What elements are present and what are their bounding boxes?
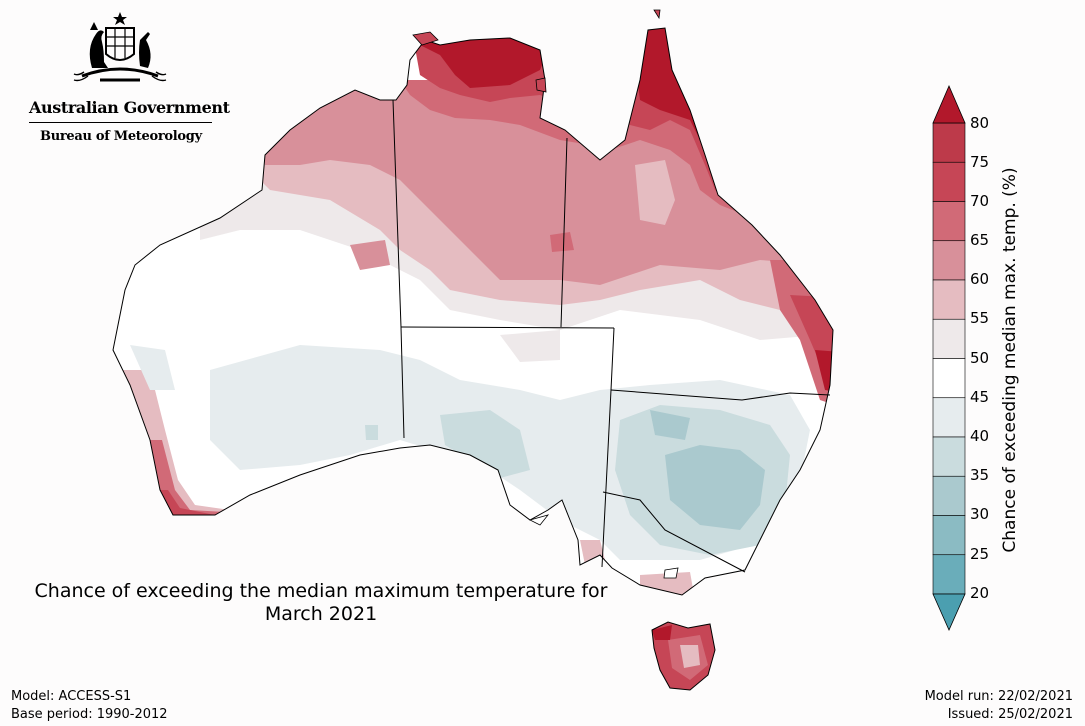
colorbar-bin [932, 475, 966, 516]
colorbar-bin [932, 161, 966, 202]
colorbar-bin [932, 122, 966, 163]
tick-label-70: 70 [970, 192, 990, 210]
tick-label-30: 30 [970, 505, 990, 523]
tick-label-20: 20 [970, 584, 990, 602]
colorbar-bin [932, 436, 966, 477]
colorbar-bin [932, 240, 966, 281]
tick-label-25: 25 [970, 545, 990, 563]
colorbar-bin [932, 201, 966, 242]
agency-name: Bureau of Meteorology [40, 129, 202, 144]
government-name: Australian Government [29, 98, 230, 117]
colorbar-bin [932, 279, 966, 320]
colorbar-bin [932, 515, 966, 556]
tick-label-50: 50 [970, 349, 990, 367]
base-period: Base period: 1990-2012 [11, 707, 168, 722]
map-title-line2: March 2021 [264, 603, 378, 625]
colorbar-bin [932, 358, 966, 399]
colorbar [932, 84, 966, 631]
colorbar-upper-extend [932, 84, 966, 124]
colorbar-bin [932, 554, 966, 595]
tick-label-55: 55 [970, 309, 990, 327]
bom-logo: Australian Government Bureau of Meteorol… [22, 10, 230, 144]
logo-divider [29, 122, 212, 123]
map-title-line1: Chance of exceeding the median maximum t… [34, 580, 608, 602]
model-run-date: Model run: 22/02/2021 [924, 689, 1073, 704]
colorbar-label: Chance of exceeding median max. temp. (%… [1000, 167, 1020, 553]
tick-label-80: 80 [970, 114, 990, 132]
tick-label-65: 65 [970, 231, 990, 249]
colorbar-lower-extend [932, 593, 966, 631]
colorbar-bin [932, 397, 966, 438]
coat-of-arms-icon [73, 12, 167, 82]
map-title: Chance of exceeding the median maximum t… [0, 580, 642, 626]
australia-forecast-map [112, 9, 834, 691]
colorbar-bin [932, 318, 966, 359]
model-name: Model: ACCESS-S1 [11, 689, 132, 704]
tick-label-75: 75 [970, 153, 990, 171]
run-info: Model run: 22/02/2021 Issued: 25/02/2021 [925, 688, 1073, 724]
issued-date: Issued: 25/02/2021 [947, 707, 1073, 722]
model-info: Model: ACCESS-S1 Base period: 1990-2012 [11, 688, 168, 724]
tick-label-35: 35 [970, 466, 990, 484]
tick-label-45: 45 [970, 388, 990, 406]
tick-label-40: 40 [970, 427, 990, 445]
tick-label-60: 60 [970, 270, 990, 288]
